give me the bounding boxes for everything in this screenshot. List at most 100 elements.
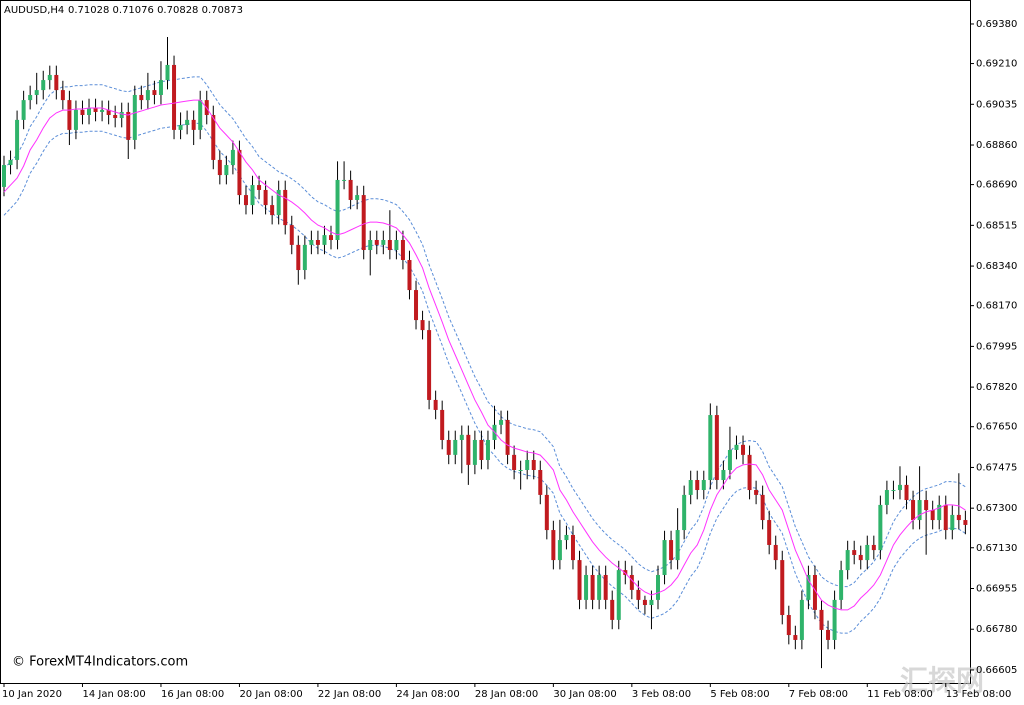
candle-body (41, 80, 46, 91)
candle-body (67, 100, 72, 130)
candle-body (119, 111, 124, 119)
candle-body (420, 320, 425, 331)
candle-body (727, 449, 732, 470)
candle-body (799, 599, 804, 640)
candle-body (387, 240, 392, 251)
candle-body (649, 599, 654, 606)
candle-body (191, 119, 196, 130)
candle-body (930, 510, 935, 521)
candle-body (329, 235, 333, 241)
candle-body (826, 629, 831, 640)
candle-body (564, 534, 569, 541)
candle-body (551, 530, 556, 561)
candle-body (342, 179, 347, 181)
candle-body (610, 599, 615, 620)
candle-body (276, 189, 281, 216)
y-tick-label: 0.68860 (976, 140, 1017, 151)
candle-body (453, 439, 458, 455)
candle-body (819, 609, 824, 630)
candle-body (47, 74, 52, 81)
candle-body (472, 439, 477, 465)
y-tick-label: 0.68515 (976, 220, 1017, 231)
candle-body (754, 490, 759, 495)
candle-body (688, 480, 693, 495)
x-tick-label: 13 Feb 08:00 (946, 689, 1012, 700)
candle-body (780, 560, 785, 616)
y-tick-label: 0.68690 (976, 180, 1017, 191)
candle-body (695, 480, 700, 491)
candle-body (525, 459, 530, 470)
candle-body (682, 494, 687, 531)
candle-body (8, 159, 13, 166)
candle-body (839, 570, 844, 600)
candle-body (897, 484, 902, 491)
candle-body (368, 240, 373, 251)
candle-body (518, 469, 523, 471)
envelope-upper (3, 76, 966, 588)
candle-body (315, 240, 320, 245)
candle-body (812, 574, 817, 610)
y-tick-label: 0.67475 (976, 462, 1017, 473)
y-tick-label: 0.66780 (976, 624, 1017, 635)
candle-body (871, 544, 876, 551)
indicator-layer (3, 76, 966, 634)
candle-body (773, 544, 778, 561)
candle-body (662, 540, 667, 575)
candle-body (309, 240, 314, 245)
candle-body (669, 540, 674, 561)
y-tick-label: 0.69035 (976, 99, 1017, 110)
candle-body (263, 189, 268, 206)
candle-body (832, 599, 837, 640)
candle-body (708, 415, 713, 481)
candle-body (741, 444, 746, 455)
x-tick-label: 24 Jan 08:00 (396, 689, 459, 700)
candle-body (714, 415, 719, 481)
candle-body (479, 439, 484, 460)
candle-body (296, 244, 301, 271)
candle-body (577, 560, 582, 600)
candle-body (433, 399, 438, 410)
candle-body (217, 159, 222, 176)
candle-body (21, 100, 26, 120)
candle-body (348, 179, 353, 200)
candle-body (793, 635, 798, 640)
y-tick-label: 0.67130 (976, 543, 1017, 554)
candle-body (34, 90, 39, 95)
candle-body (505, 419, 510, 455)
candle-body (466, 434, 471, 465)
candle-body (943, 504, 948, 531)
candle-body (512, 454, 517, 470)
candle-body (904, 484, 909, 501)
candle-body (132, 94, 137, 140)
y-tick-label: 0.66605 (976, 665, 1017, 676)
candle-body (767, 520, 772, 545)
candle-body (459, 434, 464, 440)
candle-body (852, 550, 857, 555)
candle-body (15, 119, 20, 160)
candle-body (884, 490, 889, 505)
candle-body (145, 90, 150, 101)
x-tick-label: 16 Jan 08:00 (161, 689, 224, 700)
candle-body (73, 109, 78, 130)
candle-body (289, 225, 294, 245)
candle-body (616, 570, 621, 620)
candle-body (656, 574, 660, 600)
candle-body (198, 100, 203, 130)
candle-body (806, 574, 811, 600)
candle-body (302, 244, 307, 271)
candle-body (603, 574, 608, 600)
candle-body (257, 185, 262, 190)
candle-body (701, 480, 706, 491)
candle-body (531, 459, 536, 470)
y-tick-label: 0.67300 (976, 503, 1017, 514)
candle-body (642, 599, 647, 606)
candle-body (440, 409, 445, 440)
candle-body (636, 589, 641, 600)
candle-body (544, 494, 549, 531)
y-tick-label: 0.68340 (976, 261, 1017, 272)
candle-body (113, 114, 118, 119)
candle-body (950, 514, 955, 531)
chart-info: 0.71028 0.71076 0.70828 0.70873 (68, 5, 243, 16)
candle-body (734, 444, 739, 450)
